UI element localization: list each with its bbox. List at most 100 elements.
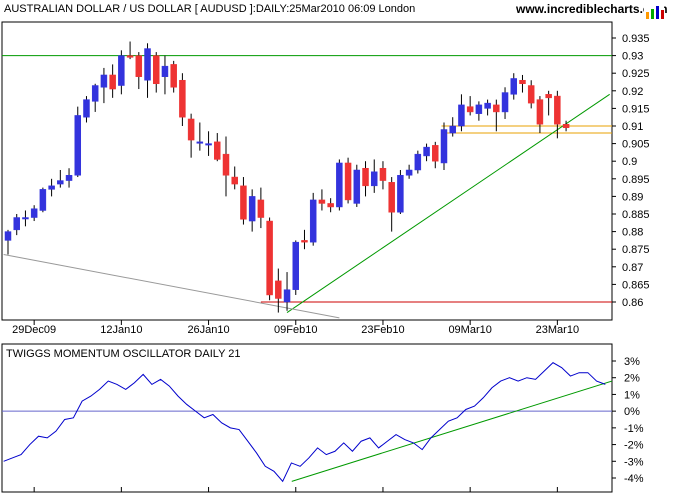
- oscillator-panel-frame: [1, 343, 613, 493]
- candle-body: [179, 79, 186, 118]
- candle-body: [57, 180, 64, 185]
- date-tick-label: 09Feb10: [274, 324, 317, 336]
- candle-body: [397, 175, 404, 213]
- candle-body: [152, 55, 160, 85]
- price-tick-label: 0.895: [622, 174, 650, 186]
- candle-body: [519, 79, 526, 85]
- candle-body: [432, 145, 439, 162]
- candle-body: [83, 99, 90, 118]
- candle-body: [30, 208, 38, 218]
- price-tick-label: 0.865: [622, 279, 650, 291]
- candle-body: [231, 176, 238, 185]
- site-brand: www.incrediblecharts.com: [515, 2, 668, 16]
- candle-body: [187, 118, 195, 141]
- price-tick-label: 0.9: [622, 156, 637, 168]
- candle-body: [527, 85, 535, 104]
- candle-body: [222, 153, 230, 176]
- date-x-axis: 29Dec09 12Jan10 26Jan10 09Feb10 23Feb10 09Mar…: [12, 320, 579, 336]
- candle-body: [74, 115, 82, 176]
- candle-body: [554, 95, 561, 125]
- oscillator-tick-label: -4%: [624, 473, 644, 485]
- oscillator-tick-label: -2%: [624, 440, 644, 452]
- candle-body: [414, 153, 422, 171]
- candle-body: [135, 55, 143, 77]
- incrediblecharts-logo: www.incrediblecharts.com: [515, 2, 668, 20]
- candle-body: [336, 162, 343, 208]
- price-tick-label: 0.86: [622, 297, 643, 309]
- price-tick-label: 0.925: [622, 68, 650, 80]
- candle-body: [91, 85, 99, 102]
- price-panel: 0.935 0.93 0.925 0.92 0.915 0.91 0.905 0.9 0.895…: [1, 21, 650, 321]
- candle-body: [109, 74, 116, 90]
- date-tick-label: 29Dec09: [12, 324, 56, 336]
- price-y-axis: 0.935 0.93 0.925 0.92 0.915 0.91 0.905 0.9 0.895…: [612, 33, 650, 309]
- candle-body: [362, 167, 369, 187]
- candle-body: [344, 162, 352, 201]
- price-tick-label: 0.92: [622, 86, 643, 98]
- date-tick-label: 23Mar10: [536, 324, 579, 336]
- candle-body: [501, 92, 509, 113]
- candle-body: [266, 220, 273, 296]
- candle-body: [388, 182, 395, 213]
- oscillator-title: TWIGGS MOMENTUM OSCILLATOR DAILY 21: [6, 348, 241, 360]
- oscillator-lines: [2, 362, 613, 492]
- candle-body: [493, 104, 500, 113]
- candle-body: [196, 141, 204, 144]
- candle-body: [39, 189, 47, 211]
- candle-body: [327, 203, 334, 208]
- candle-body: [484, 102, 491, 109]
- oscillator-tick-label: 2%: [624, 373, 640, 385]
- candle-body: [458, 104, 465, 127]
- price-tick-label: 0.91: [622, 121, 643, 133]
- candle-body: [257, 199, 265, 218]
- candle-body: [22, 217, 29, 220]
- candle-body: [440, 129, 448, 164]
- candle-body: [4, 231, 12, 241]
- oscillator-tick-label: 1%: [624, 389, 640, 401]
- bar-chart-logo-icon: [644, 4, 664, 20]
- price-tick-label: 0.875: [622, 244, 650, 256]
- oscillator-tick-label: -1%: [624, 423, 644, 435]
- candle-body: [423, 146, 430, 157]
- momentum-series-line: [3, 362, 606, 483]
- candle-body: [379, 167, 387, 181]
- oscillator-panel: TWIGGS MOMENTUM OSCILLATOR DAILY 21 3% 2%…: [1, 343, 644, 493]
- candle-body: [100, 74, 108, 88]
- candle-body: [405, 169, 413, 176]
- candle-body: [466, 106, 474, 113]
- price-candles: [4, 41, 570, 313]
- price-tick-label: 0.93: [622, 51, 643, 63]
- oscillator-trend-line: [291, 380, 613, 482]
- candle-body: [205, 143, 212, 146]
- date-tick-label: 09Mar10: [448, 324, 491, 336]
- price-tick-label: 0.915: [622, 103, 650, 115]
- candle-body: [301, 240, 308, 243]
- date-tick-label: 26Jan10: [187, 324, 229, 336]
- candle-body: [275, 280, 282, 299]
- price-panel-frame: [1, 21, 613, 321]
- oscillator-y-axis: 3% 2% 1% 0% -1% -2% -3% -4%: [612, 356, 644, 485]
- oscillator-tick-label: 0%: [624, 406, 640, 418]
- trend-line: [3, 253, 340, 319]
- candle-body: [65, 175, 73, 181]
- candle-body: [170, 64, 177, 88]
- candle-body: [248, 196, 256, 222]
- candle-body: [353, 169, 361, 204]
- price-tick-label: 0.905: [622, 139, 650, 151]
- candle-body: [161, 65, 169, 77]
- candle-body: [292, 241, 300, 290]
- candle-body: [118, 55, 125, 86]
- price-tick-label: 0.87: [622, 262, 643, 274]
- price-lines: [2, 55, 612, 319]
- candle-body: [214, 141, 221, 160]
- candle-body: [510, 78, 518, 95]
- trend-line: [286, 93, 610, 313]
- candle-body: [13, 217, 20, 231]
- candle-body: [48, 185, 55, 190]
- candle-body: [545, 94, 552, 99]
- candle-body: [475, 104, 483, 114]
- chart-title: AUSTRALIAN DOLLAR / US DOLLAR [ AUDUSD ]…: [4, 3, 415, 15]
- price-tick-label: 0.885: [622, 209, 650, 221]
- candle-body: [536, 99, 544, 125]
